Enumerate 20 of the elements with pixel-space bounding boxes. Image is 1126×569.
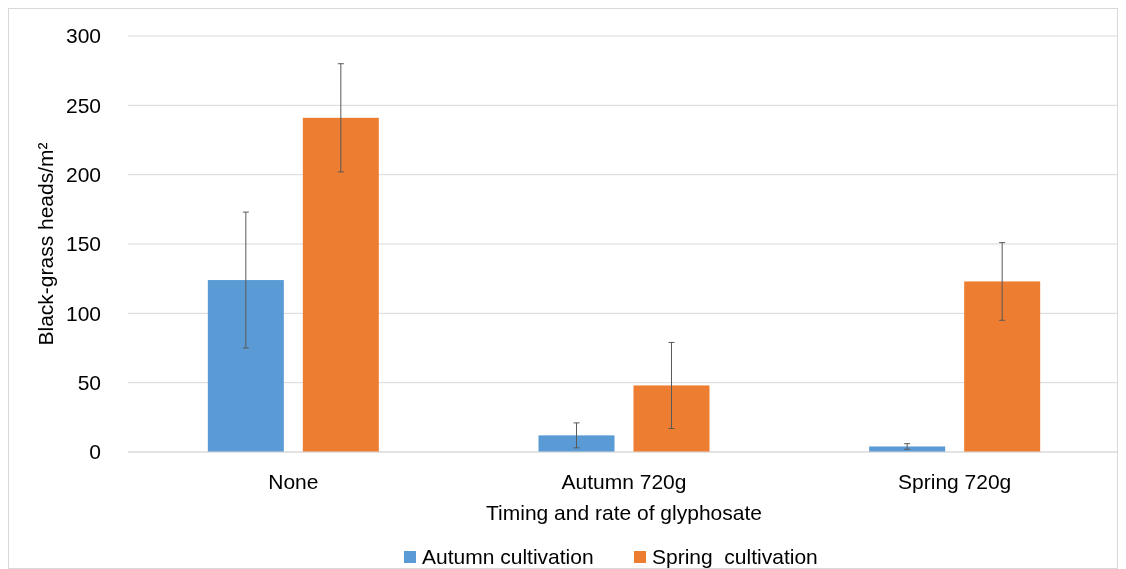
x-tick-label: Spring 720g bbox=[898, 470, 1012, 494]
y-tick-label: 100 bbox=[65, 301, 101, 325]
legend-label: Spring cultivation bbox=[652, 545, 818, 569]
x-axis-title: Timing and rate of glyphosate bbox=[486, 501, 762, 525]
x-tick-label: Autumn 720g bbox=[561, 470, 687, 494]
bar bbox=[869, 446, 946, 452]
y-tick-label: 200 bbox=[65, 163, 101, 187]
y-tick-label: 150 bbox=[65, 232, 101, 256]
legend-label: Autumn cultivation bbox=[422, 545, 594, 569]
bar bbox=[538, 435, 615, 452]
bar bbox=[207, 280, 284, 452]
y-tick-label: 50 bbox=[77, 371, 101, 395]
y-tick-label: 0 bbox=[89, 440, 101, 464]
bar bbox=[633, 385, 710, 452]
bar bbox=[964, 281, 1041, 452]
y-tick-label: 300 bbox=[65, 24, 101, 48]
bar bbox=[302, 117, 379, 452]
y-axis-title: Black-grass heads/m² bbox=[34, 142, 58, 346]
y-tick-label: 250 bbox=[65, 93, 101, 117]
x-tick-label: None bbox=[268, 470, 319, 494]
